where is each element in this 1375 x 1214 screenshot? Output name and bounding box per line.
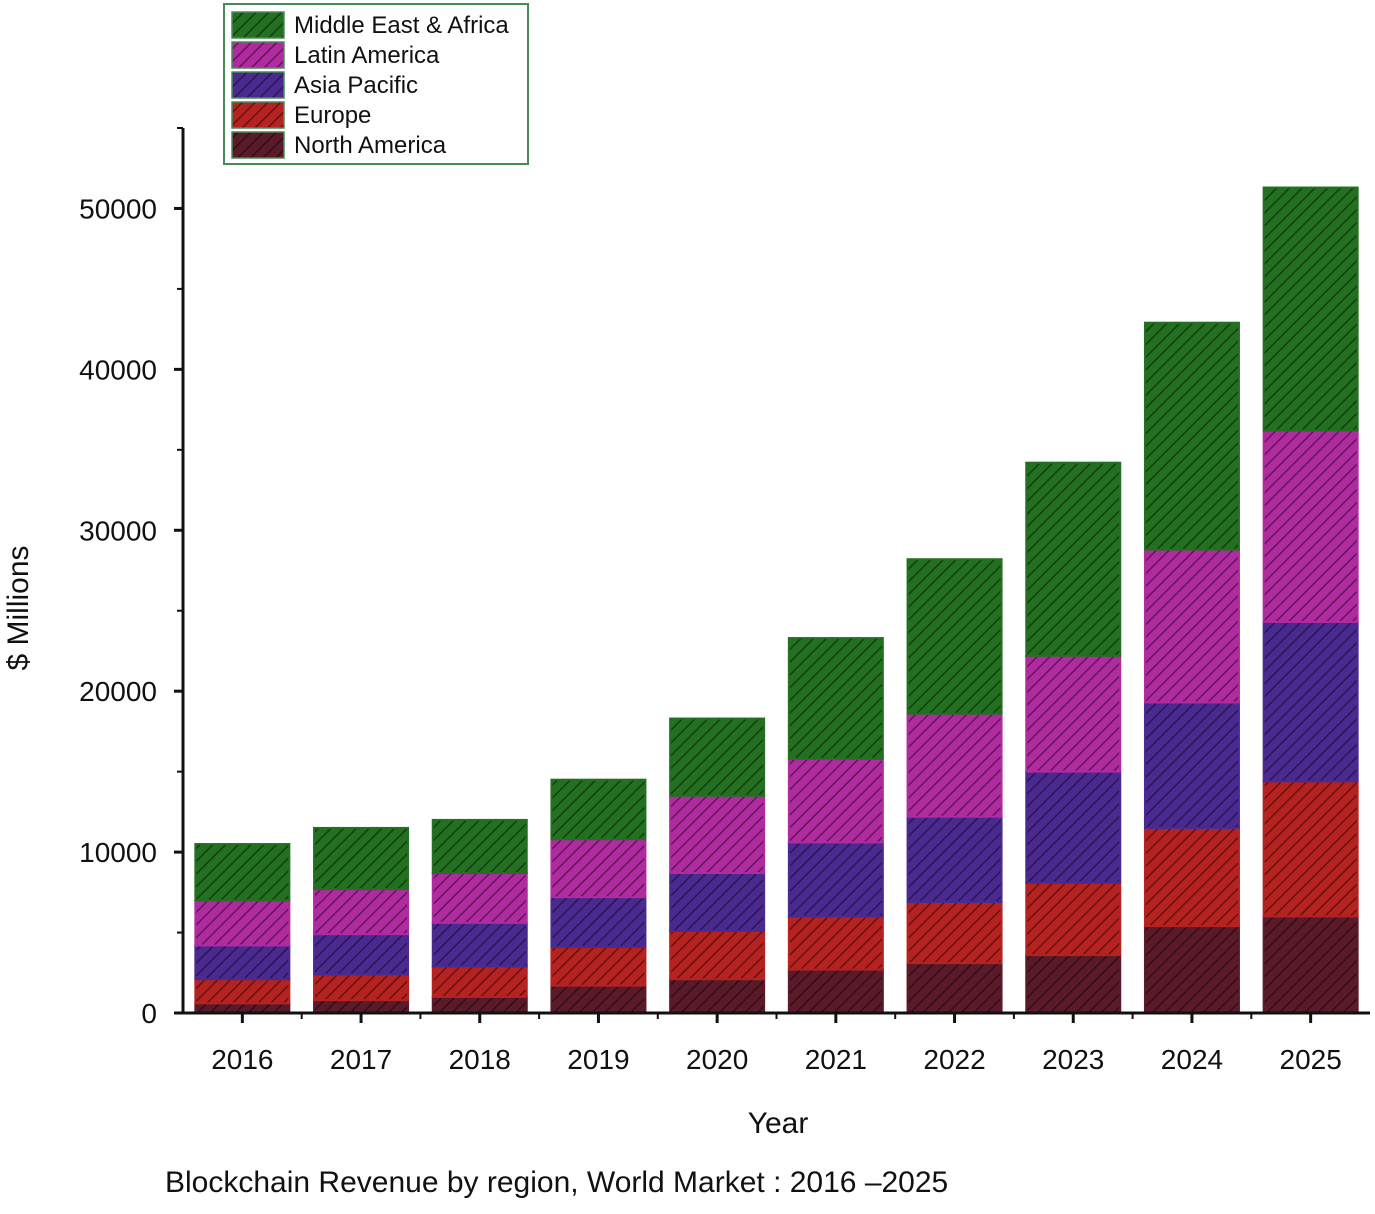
bar-2021-latin-america: [787, 757, 884, 844]
bar-2023-middle-east-africa: [1025, 461, 1122, 657]
y-ticks: 0 10000 20000 30000 40000 50000: [79, 127, 183, 1029]
legend-swatch-asia-pacific: [231, 71, 285, 99]
legend-label-asia-pacific: Asia Pacific: [294, 72, 418, 99]
bar-2016-latin-america: [194, 899, 291, 947]
legend-label-europe: Europe: [294, 102, 371, 129]
legend-label-middle-east-africa: Middle East & Africa: [294, 12, 509, 39]
bar-2019-europe: [550, 946, 647, 987]
bar-2019-north-america: [550, 984, 647, 1014]
bar-2025-north-america: [1262, 915, 1359, 1014]
bar-2016-europe: [194, 978, 291, 1005]
bar-2025-middle-east-africa: [1262, 186, 1359, 432]
bar-2023-europe: [1025, 881, 1122, 957]
bar-2020-north-america: [669, 978, 766, 1015]
y-axis-title: $ Millions: [2, 545, 35, 670]
bar-2024-north-america: [1143, 925, 1240, 1014]
bar-2021-europe: [787, 915, 884, 971]
bar-2021-asia-pacific: [787, 841, 884, 918]
bar-2019-middle-east-africa: [550, 778, 647, 841]
bar-2018-north-america: [431, 995, 528, 1015]
legend-label-north-america: North America: [294, 132, 447, 159]
bar-2023-north-america: [1025, 954, 1122, 1015]
x-tick-label: 2018: [449, 1044, 511, 1075]
y-tick-label: 20000: [79, 676, 157, 707]
legend-swatch-europe: [231, 101, 285, 129]
x-tick-label: 2022: [923, 1044, 985, 1075]
bar-2022-north-america: [906, 962, 1003, 1014]
bar-2024-middle-east-africa: [1143, 321, 1240, 551]
x-ticks: 2016 2017 2018 2019 2020 2021 2022 2023 2024 2025: [211, 1013, 1342, 1075]
legend-swatch-north-america: [231, 131, 285, 159]
legend-swatch-middle-east-africa: [231, 11, 285, 39]
x-tick-label: 2019: [567, 1044, 629, 1075]
bar-2023-asia-pacific: [1025, 770, 1122, 884]
bar-2021-north-america: [787, 968, 884, 1015]
bar-2022-europe: [906, 900, 1003, 965]
x-tick-label: 2021: [805, 1044, 867, 1075]
legend-swatch-latin-america: [231, 41, 285, 69]
bar-2020-europe: [669, 929, 766, 981]
y-tick-label: 50000: [79, 193, 157, 224]
y-tick-label: 0: [141, 998, 157, 1029]
x-tick-label: 2024: [1161, 1044, 1223, 1075]
bar-2018-europe: [431, 965, 528, 998]
bar-2022-latin-america: [906, 712, 1003, 818]
bar-2020-middle-east-africa: [669, 717, 766, 797]
bar-2018-middle-east-africa: [431, 818, 528, 875]
legend-label-latin-america: Latin America: [294, 42, 440, 69]
x-tick-label: 2017: [330, 1044, 392, 1075]
bar-2018-latin-america: [431, 872, 528, 924]
bar-2020-latin-america: [669, 794, 766, 875]
bar-2016-asia-pacific: [194, 944, 291, 981]
bar-2017-latin-america: [313, 888, 410, 936]
bar-2017-north-america: [313, 999, 410, 1014]
bar-2017-asia-pacific: [313, 933, 410, 976]
x-tick-label: 2016: [211, 1044, 273, 1075]
bar-2019-asia-pacific: [550, 896, 647, 949]
bar-2022-asia-pacific: [906, 815, 1003, 903]
legend: Middle East & Africa Latin America Asia Pa…: [223, 3, 529, 165]
bar-2020-asia-pacific: [669, 872, 766, 932]
y-tick-label: 10000: [79, 837, 157, 868]
bar-2021-middle-east-africa: [787, 637, 884, 760]
bar-2024-europe: [1143, 826, 1240, 928]
bar-2017-middle-east-africa: [313, 826, 410, 891]
bar-2024-latin-america: [1143, 548, 1240, 704]
bar-2016-middle-east-africa: [194, 843, 291, 902]
bar-2025-asia-pacific: [1262, 620, 1359, 783]
bar-2025-latin-america: [1262, 429, 1359, 623]
y-tick-label: 30000: [79, 515, 157, 546]
bar-2017-europe: [313, 973, 410, 1002]
x-tick-label: 2025: [1280, 1044, 1342, 1075]
bar-2024-asia-pacific: [1143, 701, 1240, 829]
x-axis-title: Year: [748, 1107, 809, 1140]
x-tick-label: 2020: [686, 1044, 748, 1075]
bar-2025-europe: [1262, 780, 1359, 918]
bar-2018-asia-pacific: [431, 921, 528, 968]
y-tick-label: 40000: [79, 354, 157, 385]
bar-2022-middle-east-africa: [906, 558, 1003, 715]
bar-2019-latin-america: [550, 838, 647, 899]
x-tick-label: 2023: [1042, 1044, 1104, 1075]
bars-layer: [194, 186, 1359, 1015]
bar-2023-latin-america: [1025, 654, 1122, 773]
chart-title: Blockchain Revenue by region, World Mark…: [165, 1166, 948, 1199]
